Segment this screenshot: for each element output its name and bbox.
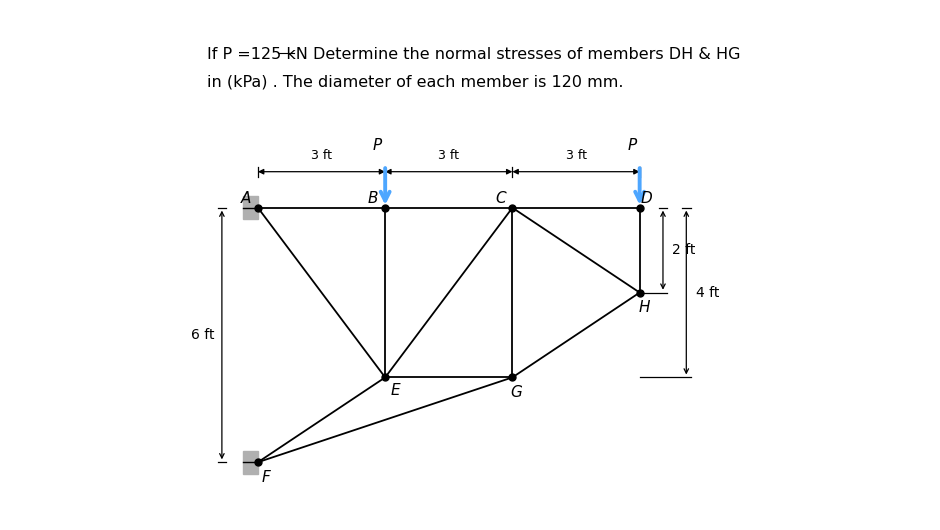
Text: A: A xyxy=(241,191,251,206)
Text: If P =125 kN Determine the normal stresses of members DH & HG: If P =125 kN Determine the normal stress… xyxy=(207,47,741,61)
Text: in (kPa) . The diameter of each member is 120 mm.: in (kPa) . The diameter of each member i… xyxy=(207,74,623,89)
Text: 3 ft: 3 ft xyxy=(438,149,460,162)
Bar xyxy=(243,450,258,474)
Text: 6 ft: 6 ft xyxy=(191,328,214,342)
Text: D: D xyxy=(640,191,651,206)
Text: 3 ft: 3 ft xyxy=(566,149,587,162)
Text: 4 ft: 4 ft xyxy=(696,286,719,299)
Text: P: P xyxy=(373,138,383,154)
Text: E: E xyxy=(391,383,400,398)
Text: B: B xyxy=(368,191,379,206)
Text: 2 ft: 2 ft xyxy=(672,243,696,257)
Text: G: G xyxy=(510,385,523,400)
Text: P: P xyxy=(627,138,636,154)
Text: H: H xyxy=(638,300,650,315)
Text: 3 ft: 3 ft xyxy=(311,149,332,162)
Bar xyxy=(243,196,258,219)
Text: C: C xyxy=(495,191,506,206)
Text: F: F xyxy=(261,470,270,484)
